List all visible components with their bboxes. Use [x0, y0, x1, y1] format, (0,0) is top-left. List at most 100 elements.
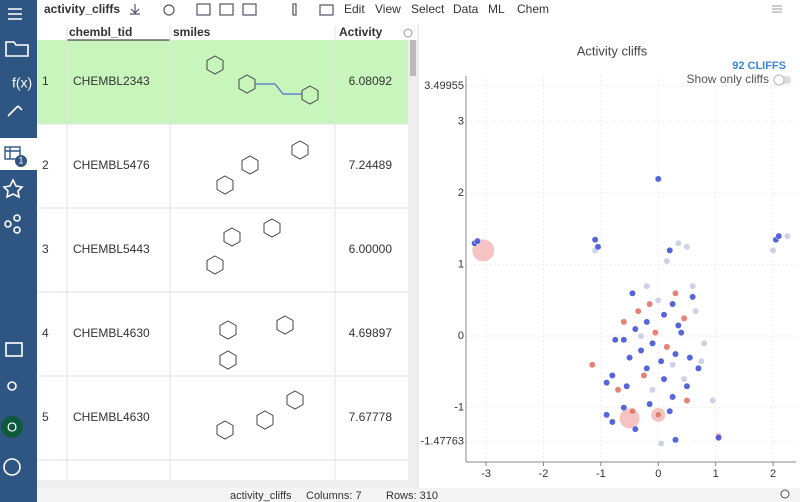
point[interactable]	[472, 239, 495, 262]
point[interactable]	[683, 397, 691, 404]
point[interactable]	[646, 400, 654, 408]
point[interactable]	[588, 361, 596, 369]
menu-item[interactable]: View	[375, 2, 401, 16]
point[interactable]	[783, 232, 791, 240]
point[interactable]	[474, 237, 481, 245]
cell[interactable]: CHEMBL5443	[73, 242, 150, 256]
user-avatar[interactable]	[1, 416, 23, 438]
point[interactable]	[591, 236, 599, 244]
point[interactable]	[620, 336, 628, 344]
table-icon[interactable]	[4, 146, 21, 160]
point[interactable]	[643, 318, 651, 326]
fx-icon[interactable]: f(x)	[12, 75, 32, 91]
point[interactable]	[654, 411, 662, 419]
point[interactable]	[672, 436, 679, 444]
point[interactable]	[620, 318, 628, 326]
point[interactable]	[692, 307, 700, 315]
scroll-thumb[interactable]	[410, 40, 416, 76]
point[interactable]	[637, 332, 645, 340]
point[interactable]	[608, 418, 616, 426]
point[interactable]	[680, 375, 688, 383]
scrollbar[interactable]	[408, 40, 418, 480]
menu-item[interactable]: Chem	[517, 2, 549, 16]
point[interactable]	[677, 329, 685, 337]
h-scrollbar[interactable]	[37, 480, 418, 488]
cell[interactable]: 7.67778	[349, 410, 393, 424]
point[interactable]	[672, 350, 679, 358]
point[interactable]	[769, 246, 777, 254]
point[interactable]	[603, 379, 611, 387]
point[interactable]	[683, 243, 691, 251]
point[interactable]	[669, 361, 677, 369]
toggle-knob[interactable]	[773, 74, 785, 86]
cell[interactable]: CHEMBL5476	[73, 158, 150, 172]
column-settings[interactable]	[403, 28, 413, 38]
point[interactable]	[697, 357, 705, 365]
menu-item[interactable]: Edit	[344, 2, 365, 16]
point[interactable]	[631, 325, 639, 333]
cell[interactable]: 6.08092	[349, 74, 393, 88]
point[interactable]	[694, 364, 702, 372]
point[interactable]	[623, 382, 631, 390]
cell[interactable]: 7.24489	[349, 158, 393, 172]
point[interactable]	[666, 407, 674, 415]
point[interactable]	[649, 339, 656, 347]
point[interactable]	[626, 354, 634, 362]
point[interactable]	[669, 300, 677, 308]
point[interactable]	[628, 289, 636, 297]
point[interactable]	[775, 232, 783, 240]
point[interactable]	[663, 257, 671, 265]
point[interactable]	[640, 372, 648, 379]
point[interactable]	[651, 329, 659, 337]
point[interactable]	[614, 386, 622, 394]
cell[interactable]: CHEMBL2343	[73, 74, 150, 88]
point[interactable]	[643, 364, 651, 372]
point[interactable]	[649, 386, 656, 394]
menu-item[interactable]: Data	[453, 2, 479, 16]
point[interactable]	[686, 354, 694, 362]
point[interactable]	[628, 407, 636, 415]
cell[interactable]: 4.69897	[349, 326, 393, 340]
cell[interactable]: CHEMBL4630	[73, 410, 150, 424]
toolbar-icons[interactable]	[130, 3, 334, 16]
point[interactable]	[715, 434, 722, 442]
cliffs-count[interactable]: 92 CLIFFS	[732, 60, 786, 72]
point[interactable]	[674, 239, 682, 247]
search-icon[interactable]	[780, 489, 790, 499]
point[interactable]	[663, 343, 671, 351]
point[interactable]	[631, 425, 639, 433]
point[interactable]	[672, 289, 679, 297]
point[interactable]	[654, 297, 662, 304]
cell[interactable]: 6.00000	[349, 242, 393, 256]
point[interactable]	[669, 393, 677, 401]
point[interactable]	[683, 382, 691, 390]
point[interactable]	[660, 311, 668, 319]
point[interactable]	[689, 293, 697, 301]
point[interactable]	[700, 339, 708, 347]
point[interactable]	[620, 404, 628, 412]
point[interactable]	[643, 282, 651, 290]
point[interactable]	[646, 300, 654, 308]
point[interactable]	[689, 282, 697, 290]
column-header[interactable]: smiles	[173, 25, 211, 39]
column-header[interactable]: Activity	[339, 25, 383, 39]
point[interactable]	[637, 347, 645, 354]
point[interactable]	[709, 397, 717, 404]
point[interactable]	[634, 307, 642, 315]
menu-item[interactable]: ML	[488, 2, 505, 16]
point[interactable]	[660, 375, 668, 383]
panel-menu[interactable]	[772, 5, 782, 13]
point[interactable]	[603, 411, 611, 419]
column-header[interactable]: chembl_tid	[69, 25, 132, 39]
point[interactable]	[611, 336, 619, 344]
point[interactable]	[608, 372, 616, 379]
point[interactable]	[666, 246, 674, 254]
point[interactable]	[657, 439, 665, 447]
point[interactable]	[594, 243, 602, 251]
point[interactable]	[657, 357, 665, 365]
point[interactable]	[674, 322, 682, 329]
point[interactable]	[654, 175, 662, 183]
point[interactable]	[680, 314, 688, 322]
cell[interactable]: CHEMBL4630	[73, 326, 150, 340]
sidebar-icons[interactable]	[2, 8, 29, 476]
